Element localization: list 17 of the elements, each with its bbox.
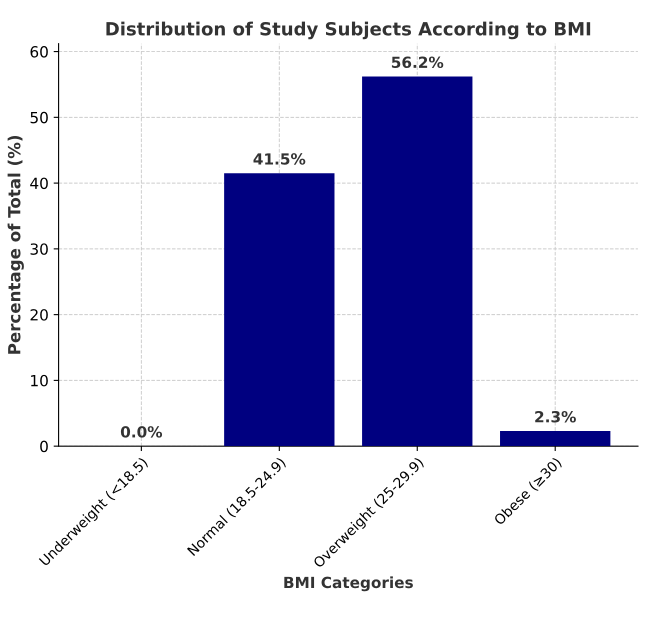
- chart-title: Distribution of Study Subjects According to BMI: [106, 22, 590, 40]
- y-tick-label: 40: [30, 178, 48, 190]
- data-label: 41.5%: [253, 153, 306, 165]
- y-tick-label: 20: [30, 309, 48, 321]
- data-label: 0.0%: [120, 426, 162, 438]
- y-tick-label: 60: [30, 46, 48, 58]
- bar: [500, 431, 610, 446]
- bar: [224, 173, 334, 446]
- y-tick-label: 30: [30, 243, 48, 255]
- data-label: 56.2%: [392, 56, 444, 68]
- bar: [362, 76, 472, 446]
- y-axis-title: Percentage of Total (%): [8, 136, 24, 354]
- y-tick-label: 50: [30, 112, 48, 124]
- x-axis-title: BMI Categories: [284, 576, 413, 592]
- y-tick-label: 10: [31, 374, 48, 386]
- data-label: 2.3%: [535, 410, 576, 423]
- y-tick-label: 0: [40, 440, 48, 452]
